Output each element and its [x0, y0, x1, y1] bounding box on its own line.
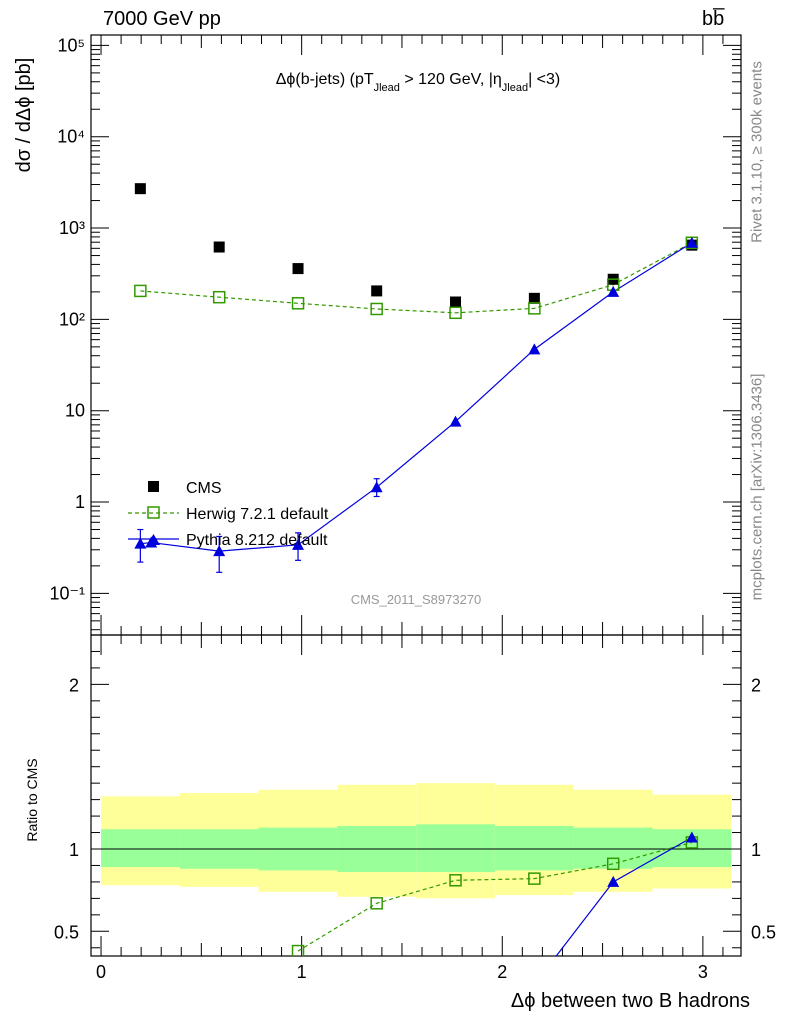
pythia-point — [213, 545, 226, 557]
analysis-label: CMS_2011_S8973270 — [351, 592, 482, 607]
main-y-tick-label: 10⁴ — [57, 127, 85, 147]
herwig-point — [291, 297, 305, 310]
legend-marker-pythia — [147, 534, 160, 545]
main-y-tick-label: 10³ — [59, 218, 85, 238]
pythia-point — [292, 538, 305, 550]
ratio-y-tick-label-right: 0.5 — [751, 922, 776, 942]
cms-point — [450, 296, 462, 308]
legend-label-pythia: Pythia 8.212 default — [186, 532, 328, 549]
pythia-line — [140, 242, 693, 552]
pythia-point — [370, 481, 383, 493]
title-sub-b: Jlead — [502, 82, 528, 94]
main-series — [134, 183, 699, 573]
x-tick-label: 0 — [96, 962, 106, 982]
pythia-point — [528, 343, 541, 355]
herwig-ratio-point — [291, 944, 305, 956]
pythia-ratio-point — [607, 875, 620, 887]
energy-label: 7000 GeV pp — [103, 8, 221, 30]
cms-point — [292, 263, 304, 275]
pythia-point — [449, 415, 462, 427]
process-label: bb̅ — [702, 8, 725, 30]
title-part-b: > 120 GeV, |η — [400, 71, 502, 88]
legend-label-cms: CMS — [186, 480, 222, 497]
band-inner-bin — [573, 827, 653, 869]
x-tick-label: 3 — [698, 962, 708, 982]
main-y-tick-label: 10² — [59, 309, 85, 329]
herwig-point — [134, 284, 147, 298]
band-inner-bin — [416, 824, 495, 873]
ratio-y-tick-label: 2 — [69, 675, 79, 695]
x-axis-label: Δϕ between two B hadrons — [511, 990, 750, 1012]
cms-point — [134, 183, 146, 195]
legend: CMS Herwig 7.2.1 default Pythia 8.212 de… — [128, 480, 329, 549]
cms-point — [213, 241, 225, 253]
ratio-y-axis-label: Ratio to CMS — [24, 758, 40, 841]
main-y-ticks: 10⁻¹ 1 10 10² 10³ 10⁴ 10⁵ — [49, 35, 741, 631]
title-part-c: | <3) — [528, 71, 560, 88]
ratio-y-tick-label: 1 — [69, 840, 79, 860]
band-inner-bin — [494, 825, 574, 871]
herwig-point — [212, 290, 226, 304]
main-y-tick-label: 10⁵ — [58, 35, 85, 55]
ratio-series — [291, 831, 699, 956]
pythia-point — [685, 236, 698, 248]
pythia-point — [607, 285, 620, 297]
herwig-ratio-point — [370, 897, 383, 910]
herwig-ratio-point — [449, 874, 462, 887]
main-y-axis-label: dσ / dΔϕ [pb] — [13, 58, 35, 173]
main-y-tick-label: 1 — [75, 492, 85, 512]
cms-point — [528, 292, 540, 304]
ratio-y-tick-label-right: 2 — [751, 675, 761, 695]
main-y-tick-label: 10⁻¹ — [49, 583, 85, 603]
herwig-line — [140, 242, 693, 314]
ratio-frame — [90, 634, 742, 957]
main-title: Δϕ(b-jets) (pTJlead > 120 GeV, |ηJlead| … — [276, 71, 561, 94]
legend-label-herwig: Herwig 7.2.1 default — [186, 506, 329, 523]
pythia-ratio-point — [685, 831, 698, 843]
main-y-tick-label: 10 — [65, 401, 85, 421]
ratio-y-ticks: 0.5 0.5 1 1 2 2 — [54, 634, 776, 949]
herwig-point — [528, 302, 541, 315]
cms-point — [371, 285, 383, 297]
herwig-point — [449, 306, 462, 320]
title-part-a: Δϕ(b-jets) (pT — [276, 71, 374, 88]
legend-marker-herwig — [147, 506, 160, 519]
ratio-y-tick-label-right: 1 — [751, 840, 761, 860]
pythia-point — [134, 537, 147, 549]
legend-marker-cms — [148, 481, 159, 492]
x-tick-label: 1 — [297, 962, 307, 982]
main-x-ticks — [100, 35, 724, 635]
ratio-band-inner — [101, 824, 732, 873]
title-sub-a: Jlead — [374, 82, 400, 94]
herwig-ratio-point — [606, 857, 620, 871]
herwig-ratio-line — [297, 841, 693, 952]
herwig-point — [370, 302, 383, 316]
ratio-y-tick-label: 0.5 — [54, 922, 79, 942]
herwig-ratio-point — [528, 872, 541, 885]
x-tick-label: 2 — [497, 962, 507, 982]
ratio-series-clip — [291, 831, 699, 956]
band-inner-bin — [101, 829, 180, 868]
